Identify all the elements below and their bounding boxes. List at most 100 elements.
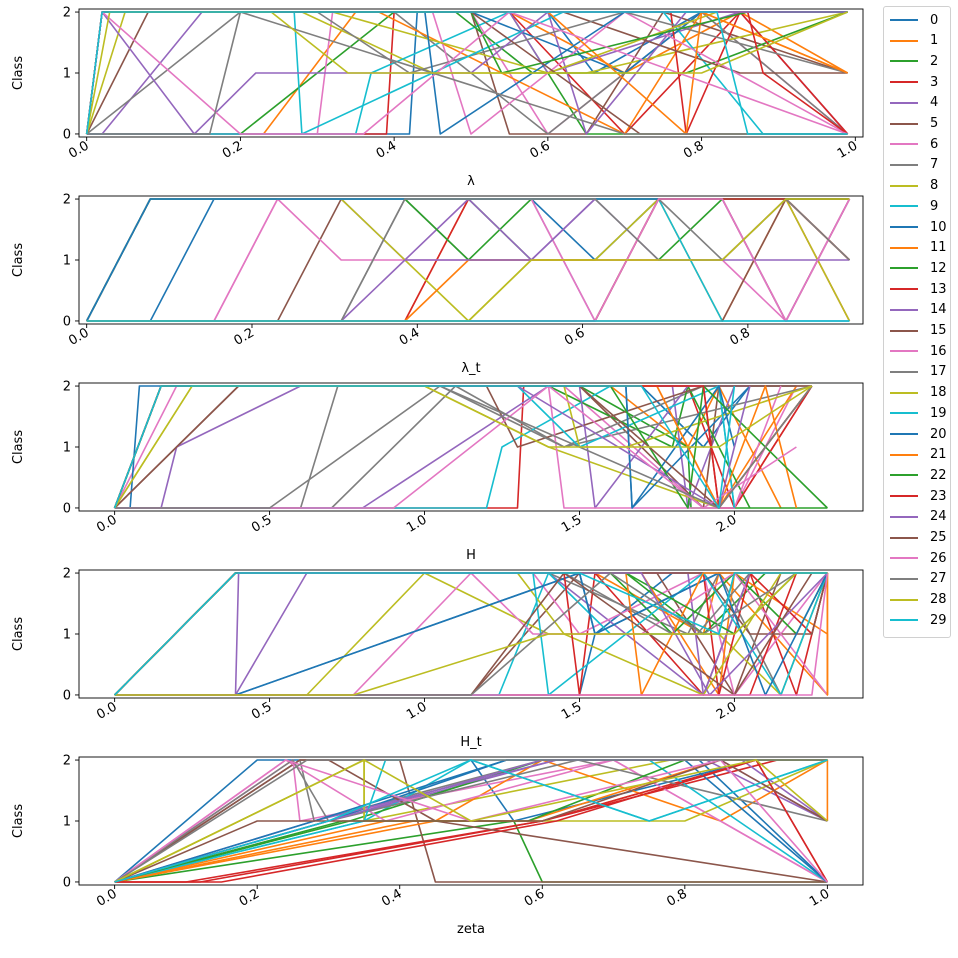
legend-entry-3: 3 [890,72,938,92]
legend-label: 6 [930,136,939,152]
subplot-2: 0 1 2 0.0 0.5 1.0 1.5 2.0 H Class [11,380,864,563]
y-tick-label: 2 [63,6,71,21]
legend-swatch [890,60,918,63]
legend-swatch [890,433,918,435]
x-tick-label: 0.6 [562,325,587,348]
legend-label: 9 [930,198,939,214]
legend-swatch [890,308,918,311]
x-axis-label: λ_t [461,361,480,376]
y-tick-label: 0 [63,314,71,329]
y-tick-label: 0 [63,688,71,703]
y-tick-label: 1 [63,254,71,269]
legend-swatch [890,226,918,228]
legend-entry-0: 0 [890,10,938,30]
y-tick-label: 1 [63,67,71,82]
legend-label: 4 [930,95,939,111]
subplot-3: 0 1 2 0.0 0.5 1.0 1.5 2.0 H_t Class [11,567,864,750]
legend-label: 29 [930,612,947,628]
legend-swatch [890,19,918,21]
legend-swatch [890,350,918,353]
legend-label: 25 [930,530,947,545]
series-line-27 [86,11,848,135]
legend-swatch [890,246,918,249]
x-tick-label: 0.8 [727,325,752,348]
y-tick-label: 2 [63,754,71,769]
legend-label: 15 [930,323,947,338]
legend-swatch [890,412,918,415]
legend-entry-8: 8 [890,176,938,196]
legend-label: 2 [930,53,939,69]
x-tick-label: 1.5 [559,512,584,535]
legend-entry-11: 11 [890,238,947,258]
legend-label: 12 [930,260,947,276]
legend-entry-16: 16 [890,341,947,361]
x-axis-label: zeta [457,922,485,937]
y-tick-label: 0 [63,501,71,516]
legend-label: 24 [930,509,947,525]
legend-label: 28 [930,592,947,608]
legend-label: 17 [930,364,947,380]
legend-entry-17: 17 [890,362,947,382]
series-group [85,11,849,135]
legend-swatch [890,143,918,146]
x-tick-label: 1.0 [404,699,429,722]
series-line-27 [114,385,813,509]
legend-entry-15: 15 [890,321,947,341]
series-line-8 [85,11,848,135]
series-line-29 [113,385,736,509]
legend-swatch [890,288,918,291]
series-line-28 [85,11,848,135]
legend-entry-12: 12 [890,258,947,278]
legend-entry-28: 28 [890,590,947,610]
legend-swatch [890,39,918,42]
x-axis-label: H_t [460,735,481,750]
y-tick-label: 2 [63,193,71,208]
series-line-23 [114,759,829,883]
x-tick-label: 0.2 [220,138,245,161]
y-axis-label: Class [11,617,26,651]
legend-entry-14: 14 [890,300,947,320]
legend-entry-1: 1 [890,31,938,51]
legend-label: 27 [930,571,947,587]
legend-swatch [890,267,918,270]
legend-swatch [890,101,918,104]
legend-entry-26: 26 [890,548,947,568]
legend-entry-13: 13 [890,279,947,299]
y-axis-label: Class [11,56,26,90]
y-tick-label: 0 [63,875,71,890]
legend-label: 11 [930,240,947,256]
y-tick-label: 2 [63,567,71,582]
legend-swatch [890,329,918,332]
legend-swatch [890,495,918,498]
x-tick-label: 0.0 [94,699,119,722]
x-tick-label: 0.0 [94,512,119,535]
y-axis-label: Class [11,430,26,464]
legend-entry-22: 22 [890,465,947,485]
series-group [113,385,828,509]
legend-swatch [890,453,918,456]
legend-entry-23: 23 [890,486,947,506]
x-tick-label: 1.0 [807,886,832,909]
series-line-24 [86,198,850,322]
legend: 0 1 2 3 4 5 6 7 8 9 10 11 12 13 14 15 16 17 18 19 20 21 22 23 24… [883,6,951,638]
legend-label: 26 [930,550,947,566]
legend-swatch [890,557,918,560]
legend-swatch [890,370,918,373]
x-tick-label: 0.5 [249,512,274,535]
x-tick-label: 0.8 [664,886,689,909]
x-tick-label: 0.2 [232,325,257,348]
x-tick-label: 0.8 [681,138,706,161]
series-group [114,759,829,883]
x-tick-label: 1.5 [559,699,584,722]
x-axis-label: λ [467,174,475,189]
legend-entry-27: 27 [890,569,947,589]
legend-entry-6: 6 [890,134,938,154]
legend-swatch [890,205,918,208]
y-tick-label: 1 [63,815,71,830]
y-tick-label: 1 [63,628,71,643]
legend-entry-10: 10 [890,217,947,237]
legend-label: 16 [930,343,947,359]
series-line-29 [114,572,828,696]
legend-swatch [890,122,918,125]
